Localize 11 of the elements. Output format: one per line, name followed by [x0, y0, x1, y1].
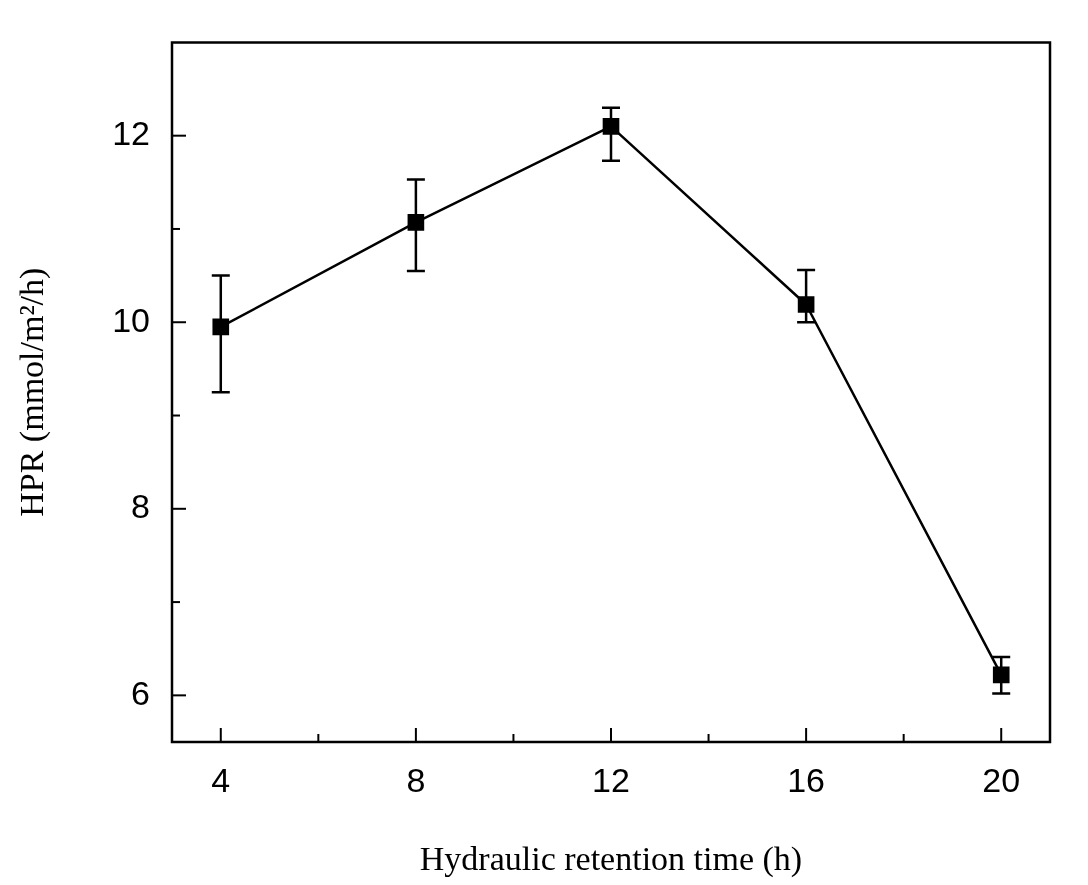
x-tick-label: 20	[982, 760, 1021, 799]
x-tick-label: 16	[787, 760, 826, 799]
x-tick-label: 8	[406, 760, 426, 799]
y-tick-label: 8	[131, 487, 150, 526]
x-tick-label: 12	[592, 760, 630, 799]
y-tick-label: 6	[131, 673, 150, 712]
x-axis-title: Hydraulic retention time (h)	[419, 839, 803, 878]
y-axis-title: HPR (mmol/m²/h)	[13, 267, 52, 517]
x-tick-label: 4	[211, 760, 231, 799]
y-tick-label: 12	[112, 114, 150, 153]
y-tick-label: 10	[112, 300, 150, 339]
